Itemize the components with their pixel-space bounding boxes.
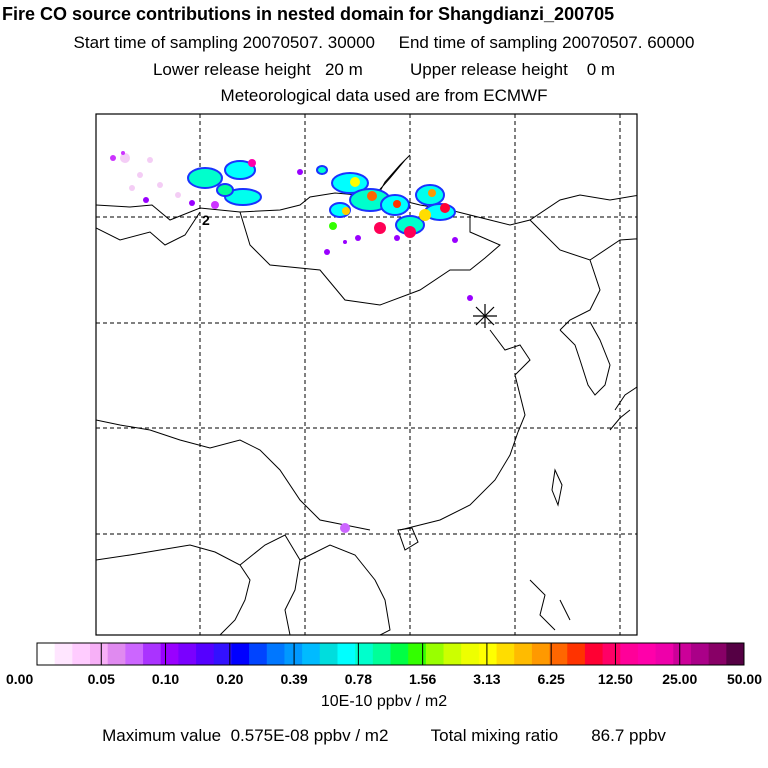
lower-release-label: Lower release height 20 m — [152, 60, 363, 79]
legend-swatch — [443, 643, 462, 665]
total-mixing-ratio-label: Total mixing ratio 86.7 ppbv — [430, 726, 666, 745]
asterisk-receptor-marker — [473, 304, 497, 328]
china-korea-border — [559, 259, 601, 331]
legend-swatch — [125, 643, 144, 665]
legend-tick-label: 0.78 — [345, 671, 372, 687]
start-time-label: Start time of sampling 20070507. 30000 — [73, 33, 376, 52]
legend-tick-label: 12.50 — [598, 671, 633, 687]
legend-swatch — [337, 643, 356, 665]
legend-swatch — [266, 643, 285, 665]
legend-swatch — [531, 643, 551, 665]
legend-swatch — [726, 643, 745, 665]
legend-swatch — [213, 643, 232, 665]
kazakhstan-china-border — [96, 211, 201, 246]
legend-tick-label: 50.00 — [727, 671, 762, 687]
legend-swatch — [231, 643, 250, 665]
color-legend — [36, 642, 745, 666]
sampling-times: Start time of sampling 20070507. 30000 E… — [0, 33, 768, 53]
legend-swatch — [673, 643, 692, 665]
legend-swatch — [637, 643, 657, 665]
legend-swatch — [319, 643, 338, 665]
legend-tick-label: 0.20 — [216, 671, 243, 687]
legend-swatch — [196, 643, 215, 665]
country-borders — [96, 154, 637, 635]
map-title: Fire CO source contributions in nested d… — [2, 4, 615, 24]
contour-label: 2 — [202, 212, 210, 228]
release-heights: Lower release height 20 m Upper release … — [0, 60, 768, 80]
india-bangladesh-outline — [96, 544, 251, 635]
legend-swatch — [284, 643, 303, 665]
mongolia-border — [239, 211, 501, 306]
upper-release-label: Upper release height 0 m — [409, 60, 616, 79]
legend-tick-labels: 0.00 0.05 0.10 0.20 0.39 0.78 1.56 3.13 6.25 12.5… — [6, 643, 762, 687]
legend-tick-label: 1.56 — [409, 671, 436, 687]
legend-swatch — [160, 643, 179, 665]
legend-swatch — [390, 643, 409, 665]
legend-swatch — [54, 643, 73, 665]
legend-tick-label: 0.00 — [6, 671, 33, 687]
philippines-outline — [529, 579, 571, 631]
lake-baikal — [374, 154, 411, 196]
japan-outline — [609, 386, 637, 431]
lat-lon-grid — [96, 114, 637, 635]
legend-swatch — [514, 643, 533, 665]
legend-swatch — [355, 643, 374, 665]
taiwan-island — [551, 468, 563, 507]
legend-swatch — [143, 643, 162, 665]
indochina-outline — [299, 544, 391, 635]
legend-swatch — [708, 643, 727, 665]
legend-swatch — [584, 643, 604, 665]
legend-unit-label: 10E-10 ppbv / m2 — [320, 693, 448, 710]
legend-tick-label: 0.05 — [88, 671, 115, 687]
legend-swatch — [655, 643, 674, 665]
footer-stats: Maximum value 0.575E-08 ppbv / m2 Total … — [0, 726, 768, 746]
legend-swatch — [496, 643, 515, 665]
china-northeast-border — [529, 219, 637, 261]
map-geography: 2 — [96, 114, 637, 635]
hainan-island — [397, 527, 419, 551]
maximum-value-label: Maximum value 0.575E-08 ppbv / m2 — [102, 726, 389, 745]
bohai-coast — [489, 329, 531, 433]
legend-swatch — [90, 643, 109, 665]
map-frame — [95, 113, 638, 636]
met-data-label: Meteorological data used are from ECMWF — [220, 86, 548, 105]
legend-swatch — [478, 643, 498, 665]
source-plumes — [110, 151, 473, 533]
legend-swatch — [408, 643, 427, 665]
legend-tick-label: 6.25 — [538, 671, 565, 687]
end-time-label: End time of sampling 20070507. 60000 — [398, 33, 695, 52]
legend-tick-label: 0.10 — [152, 671, 179, 687]
legend-tick-label: 25.00 — [662, 671, 697, 687]
legend-swatch — [302, 643, 321, 665]
legend-swatch — [620, 643, 639, 665]
legend-tick-label: 0.39 — [280, 671, 307, 687]
legend-swatch — [107, 643, 126, 665]
legend-swatch — [690, 643, 710, 665]
legend-swatch — [461, 643, 480, 665]
legend-swatch — [249, 643, 268, 665]
korea-peninsula — [559, 321, 611, 396]
east-china-coast — [399, 431, 519, 531]
legend-swatch — [549, 643, 568, 665]
legend-swatch — [178, 643, 197, 665]
legend-swatch — [37, 643, 56, 665]
legend-tick-label: 3.13 — [473, 671, 500, 687]
southwest-china-border — [96, 419, 371, 531]
legend-swatch — [602, 643, 621, 665]
legend-swatch — [425, 643, 445, 665]
legend-swatch — [567, 643, 586, 665]
legend-swatch — [72, 643, 91, 665]
legend-swatch — [372, 643, 391, 665]
